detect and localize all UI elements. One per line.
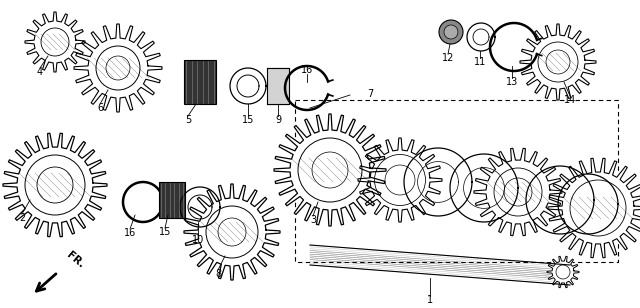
Text: 12: 12: [442, 53, 454, 63]
Text: 15: 15: [242, 115, 254, 125]
Bar: [159, 182, 185, 218]
Text: 6: 6: [97, 103, 103, 113]
Text: 14: 14: [564, 95, 576, 105]
Polygon shape: [358, 138, 442, 222]
Polygon shape: [274, 114, 386, 226]
Circle shape: [439, 20, 463, 44]
Text: 4: 4: [37, 67, 43, 77]
Text: 2: 2: [19, 213, 25, 223]
Text: 9: 9: [275, 115, 281, 125]
Polygon shape: [3, 133, 107, 237]
Circle shape: [444, 25, 458, 39]
Text: 13: 13: [506, 77, 518, 87]
Polygon shape: [520, 24, 596, 100]
Polygon shape: [548, 158, 640, 258]
Polygon shape: [184, 184, 280, 280]
Bar: [267, 68, 289, 104]
Text: 1: 1: [427, 295, 433, 305]
Text: 7: 7: [367, 89, 373, 99]
Text: 5: 5: [185, 115, 191, 125]
Text: 11: 11: [474, 57, 486, 67]
Text: 16: 16: [301, 65, 313, 75]
Text: FR.: FR.: [65, 250, 86, 270]
Text: 15: 15: [159, 227, 171, 237]
Bar: [184, 60, 216, 104]
Text: 16: 16: [124, 228, 136, 238]
Polygon shape: [547, 256, 579, 288]
Text: 10: 10: [192, 235, 204, 245]
Polygon shape: [474, 148, 562, 236]
Polygon shape: [74, 24, 162, 112]
Polygon shape: [25, 12, 85, 72]
Text: 8: 8: [215, 269, 221, 279]
Text: 3: 3: [310, 215, 316, 225]
